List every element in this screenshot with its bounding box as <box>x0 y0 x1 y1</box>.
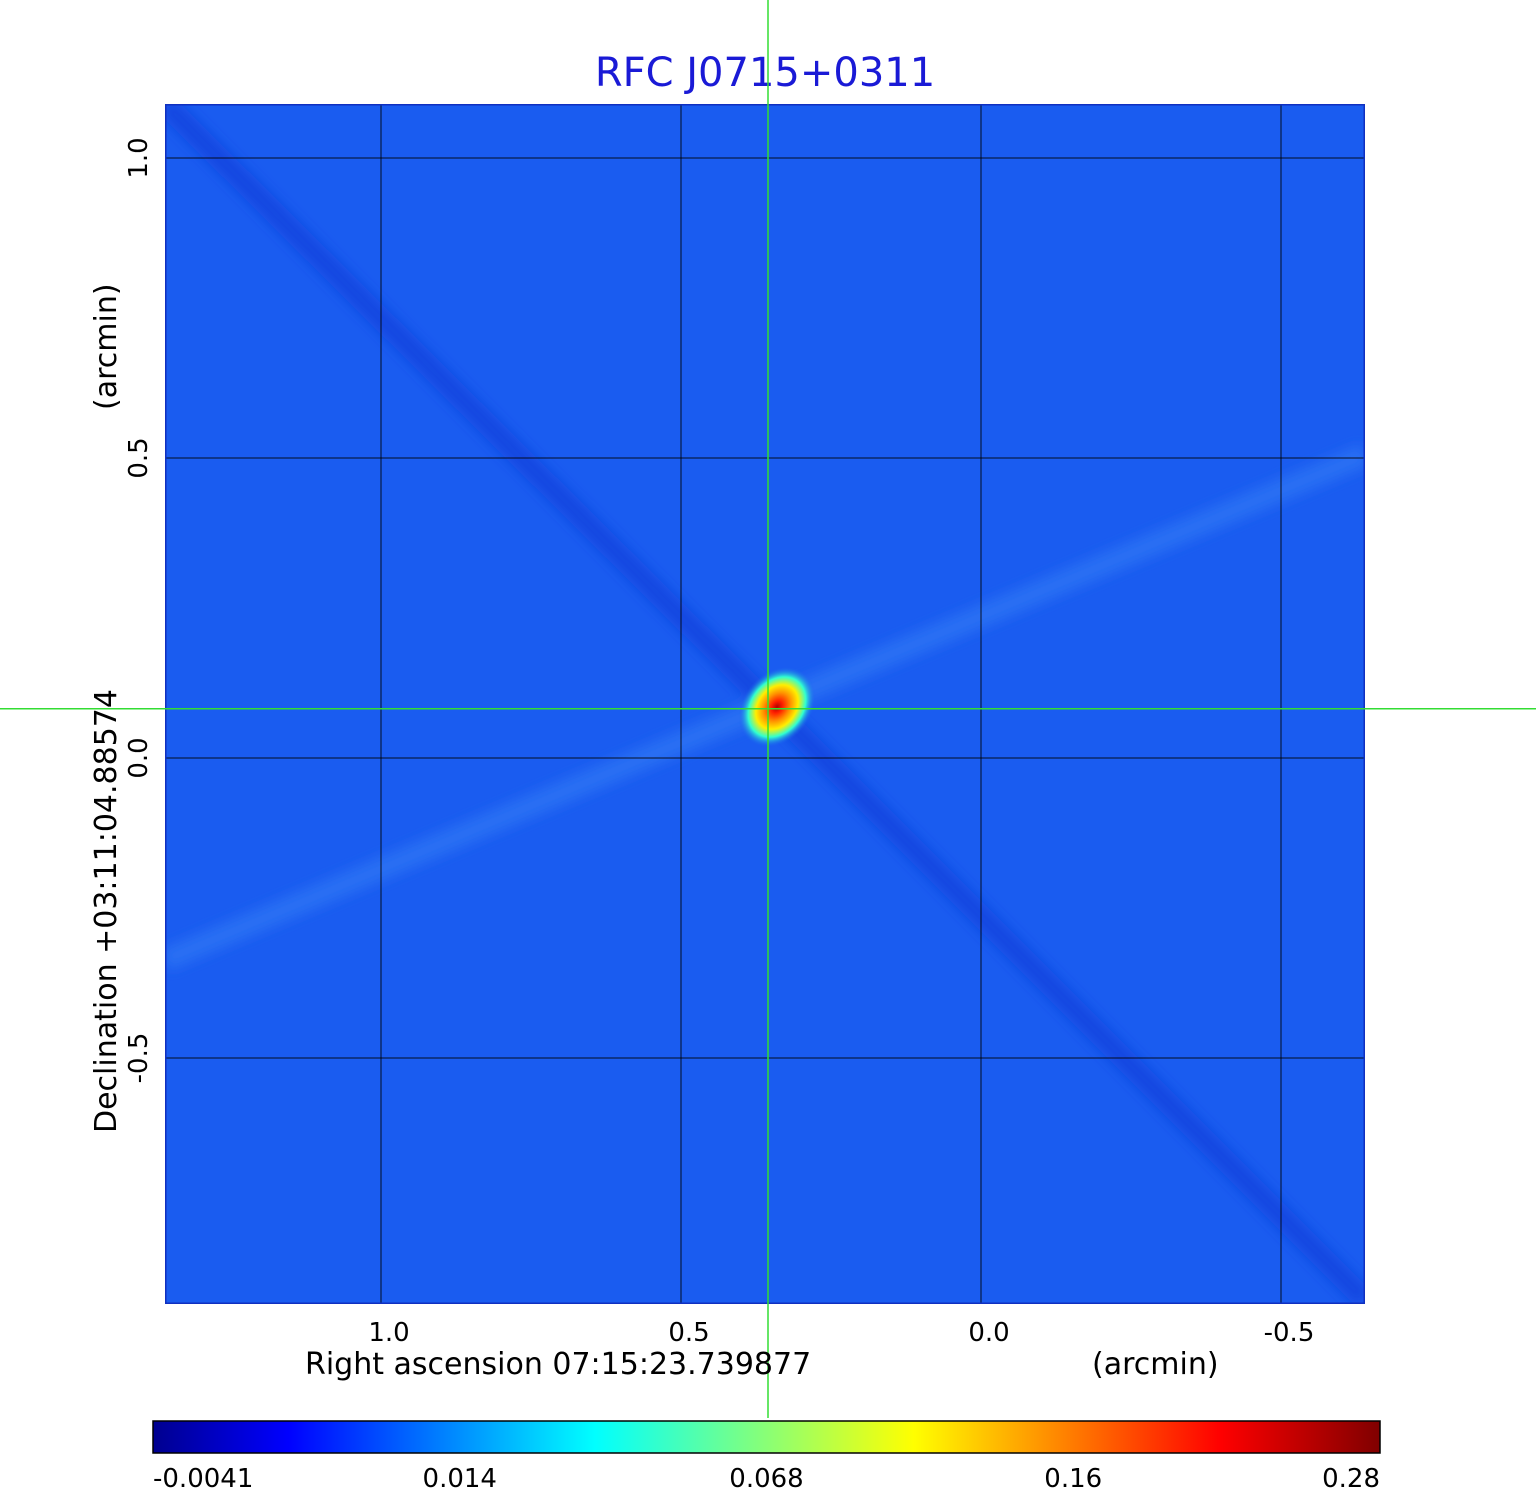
x-axis-unit: (arcmin) <box>1092 1347 1219 1382</box>
x-tick-label: 0.0 <box>968 1318 1009 1348</box>
y-tick-label: 0.5 <box>124 437 154 478</box>
colorbar-tick-label: 0.068 <box>729 1464 803 1494</box>
y-tick-label: 0.0 <box>124 737 154 778</box>
colorbar-gradient <box>152 1420 1381 1454</box>
y-tick-label: 1.0 <box>124 137 154 178</box>
plot-area <box>165 104 1365 1304</box>
y-axis-label: Declination +03:11:04.88574 <box>89 689 124 1133</box>
x-tick-label: 0.5 <box>668 1318 709 1348</box>
y-tick-labels: 1.0 0.5 0.0 -0.5 <box>124 137 154 1083</box>
colorbar-tick-label: 0.16 <box>1044 1464 1102 1494</box>
crosshair <box>0 0 1536 1418</box>
colorbar-tick-label: -0.0041 <box>153 1464 253 1494</box>
sidelobe-dark-nw <box>165 104 778 713</box>
colorbar-ticks: -0.0041 0.014 0.068 0.16 0.28 <box>153 1464 1380 1494</box>
colorbar-tick-label: 0.28 <box>1322 1464 1380 1494</box>
chart-title: RFC J0715+0311 <box>595 50 935 96</box>
sidelobe-streaks <box>165 104 1365 1304</box>
x-tick-label: -0.5 <box>1264 1318 1315 1348</box>
x-tick-label: 1.0 <box>368 1318 409 1348</box>
y-axis-unit: (arcmin) <box>89 283 124 410</box>
x-tick-labels: 1.0 0.5 0.0 -0.5 <box>368 1318 1314 1348</box>
colorbar-tick-label: 0.014 <box>423 1464 497 1494</box>
grid-lines <box>165 104 1365 1304</box>
colorbar: -0.0041 0.014 0.068 0.16 0.28 <box>152 1420 1381 1494</box>
x-axis-label: Right ascension 07:15:23.739877 <box>305 1347 811 1382</box>
sidelobe-light-ne <box>765 444 1365 716</box>
sidelobe-dark-se <box>762 697 1365 1304</box>
y-tick-label: -0.5 <box>124 1033 154 1084</box>
source-peak <box>738 666 816 748</box>
sidelobe-light-sw <box>165 694 775 971</box>
